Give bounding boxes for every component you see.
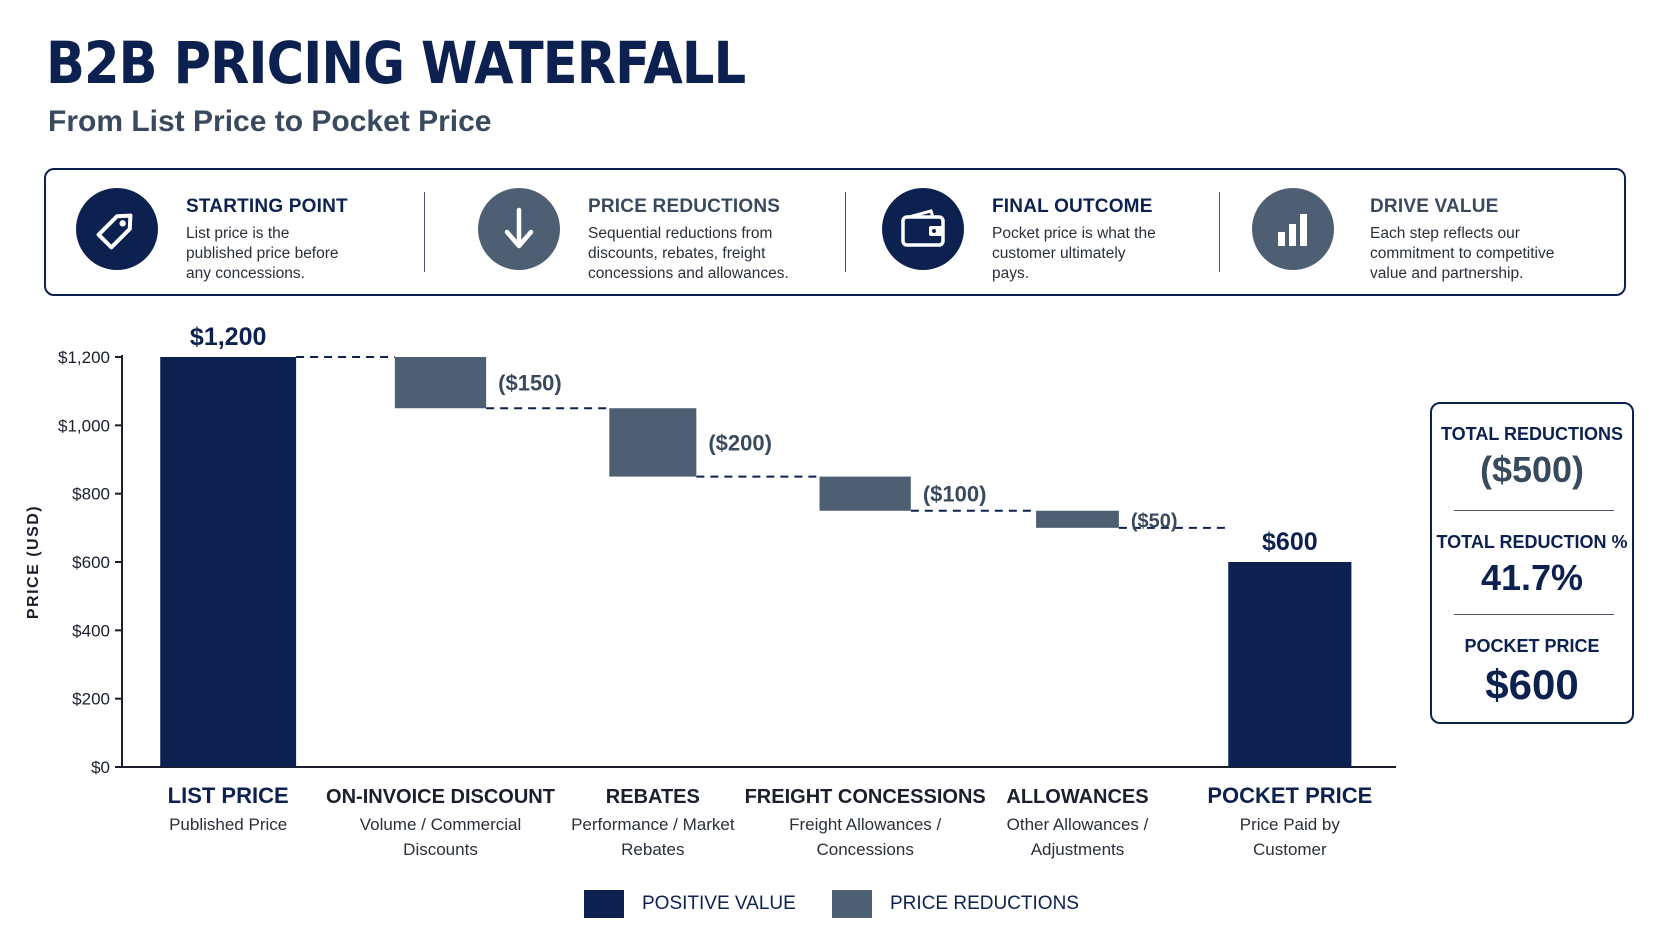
total-reductions-label: TOTAL REDUCTIONS [1440,424,1623,444]
x-category-sublabel: Rebates [621,840,684,859]
info-card-final-outcome: FINAL OUTCOME Pocket price is what the c… [882,170,1212,294]
x-category-label: LIST PRICE [168,783,289,808]
bar-list-price [160,357,297,767]
pocket-price-value: $600 [1485,661,1579,708]
summary-divider [1454,510,1614,511]
x-category-sublabel: Performance / Market [571,815,735,834]
x-category-label: ALLOWANCES [1006,786,1148,808]
info-card-title: DRIVE VALUE [1370,196,1499,217]
info-divider [1219,192,1220,272]
x-category-sublabel: Customer [1253,840,1327,859]
y-tick-label: $0 [91,758,110,777]
y-axis-label: PRICE (USD) [25,505,42,619]
x-category-sublabel: Published Price [169,815,287,834]
info-card-price-reductions: PRICE REDUCTIONS Sequential reductions f… [478,170,838,294]
info-card-description: Each step reflects our commitment to com… [1370,225,1555,282]
legend-swatch [832,890,872,918]
x-category-sublabel: Concessions [817,840,914,859]
info-card-description: List price is the published price before… [186,225,339,282]
info-card-title: STARTING POINT [186,196,348,217]
info-card-title: FINAL OUTCOME [992,196,1153,217]
bar-value-label: ($100) [923,482,987,507]
y-tick-label: $200 [72,690,110,709]
total-reduction-pct-label: TOTAL REDUCTION % [1436,532,1628,552]
info-panel: STARTING POINT List price is the publish… [44,168,1626,296]
total-reductions-block: TOTAL REDUCTIONS ($500) [1432,424,1632,491]
x-axis-categories: LIST PRICE Published Price ON-INVOICE DISC… [168,783,1373,859]
x-category-sublabel: Freight Allowances / [789,815,941,834]
x-category-sublabel: Adjustments [1031,840,1125,859]
x-category-label: POCKET PRICE [1207,783,1372,808]
wallet-icon [882,188,964,270]
bar-on-invoice-discount [394,357,487,409]
page-title: B2B PRICING WATERFALL [46,29,746,97]
total-reductions-value: ($500) [1479,449,1585,490]
arrow-down-icon [478,188,560,270]
y-tick-label: $600 [72,553,110,572]
x-category-sublabel: Volume / Commercial [360,815,522,834]
info-divider [424,192,425,272]
bar-value-label: $1,200 [190,323,266,351]
bar-chart-icon [1252,188,1334,270]
info-divider [845,192,846,272]
chart-labels: $1,200 ($150) ($200) ($100) ($50) $600 [190,323,1318,556]
y-tick-label: $1,200 [58,348,110,367]
bar-value-label: ($200) [708,430,772,455]
summary-divider [1454,614,1614,615]
chart-bars [160,357,1352,767]
connector-lines [296,356,1229,529]
x-category-label: ON-INVOICE DISCOUNT [326,786,555,808]
info-card-description: Sequential reductions from discounts, re… [588,225,789,282]
x-category-sublabel: Discounts [403,840,478,859]
y-tick-label: $400 [72,621,110,640]
y-tick-label: $800 [72,485,110,504]
info-card-drive-value: DRIVE VALUE Each step reflects our commi… [1252,170,1612,294]
info-card-description: Pocket price is what the customer ultima… [992,225,1156,282]
page-subtitle: From List Price to Pocket Price [48,105,492,138]
legend-label: PRICE REDUCTIONS [890,893,1079,914]
legend-swatch [584,890,624,918]
bar-rebates [609,408,697,477]
bar-pocket-price [1228,562,1352,767]
bar-value-label: ($50) [1131,510,1178,532]
x-category-label: REBATES [606,786,700,808]
legend-item-positive: POSITIVE VALUE [584,890,796,918]
legend-item-reductions: PRICE REDUCTIONS [832,890,1079,918]
bar-freight-concessions [819,476,911,511]
y-axis: $0 $200 $400 $600 $800 $1,000 $1,200 PRICE (USD… [25,348,1396,777]
pocket-price-label: POCKET PRICE [1464,636,1600,656]
bar-value-label: $600 [1262,528,1318,556]
info-card-title: PRICE REDUCTIONS [588,196,781,217]
price-tag-icon [76,188,158,270]
x-category-label: FREIGHT CONCESSIONS [745,786,986,808]
x-category-sublabel: Other Allowances / [1007,815,1149,834]
y-tick-label: $1,000 [58,416,110,435]
bar-value-label: ($150) [498,371,562,396]
info-card-starting-point: STARTING POINT List price is the publish… [76,170,406,294]
summary-panel: TOTAL REDUCTIONS ($500) TOTAL REDUCTION … [1430,402,1634,724]
total-reduction-pct-block: TOTAL REDUCTION % 41.7% [1432,532,1632,599]
x-category-sublabel: Price Paid by [1240,815,1341,834]
legend-label: POSITIVE VALUE [642,893,796,914]
bar-allowances [1036,510,1119,528]
total-reduction-pct-value: 41.7% [1480,557,1584,598]
pocket-price-block: POCKET PRICE $600 [1432,636,1632,709]
